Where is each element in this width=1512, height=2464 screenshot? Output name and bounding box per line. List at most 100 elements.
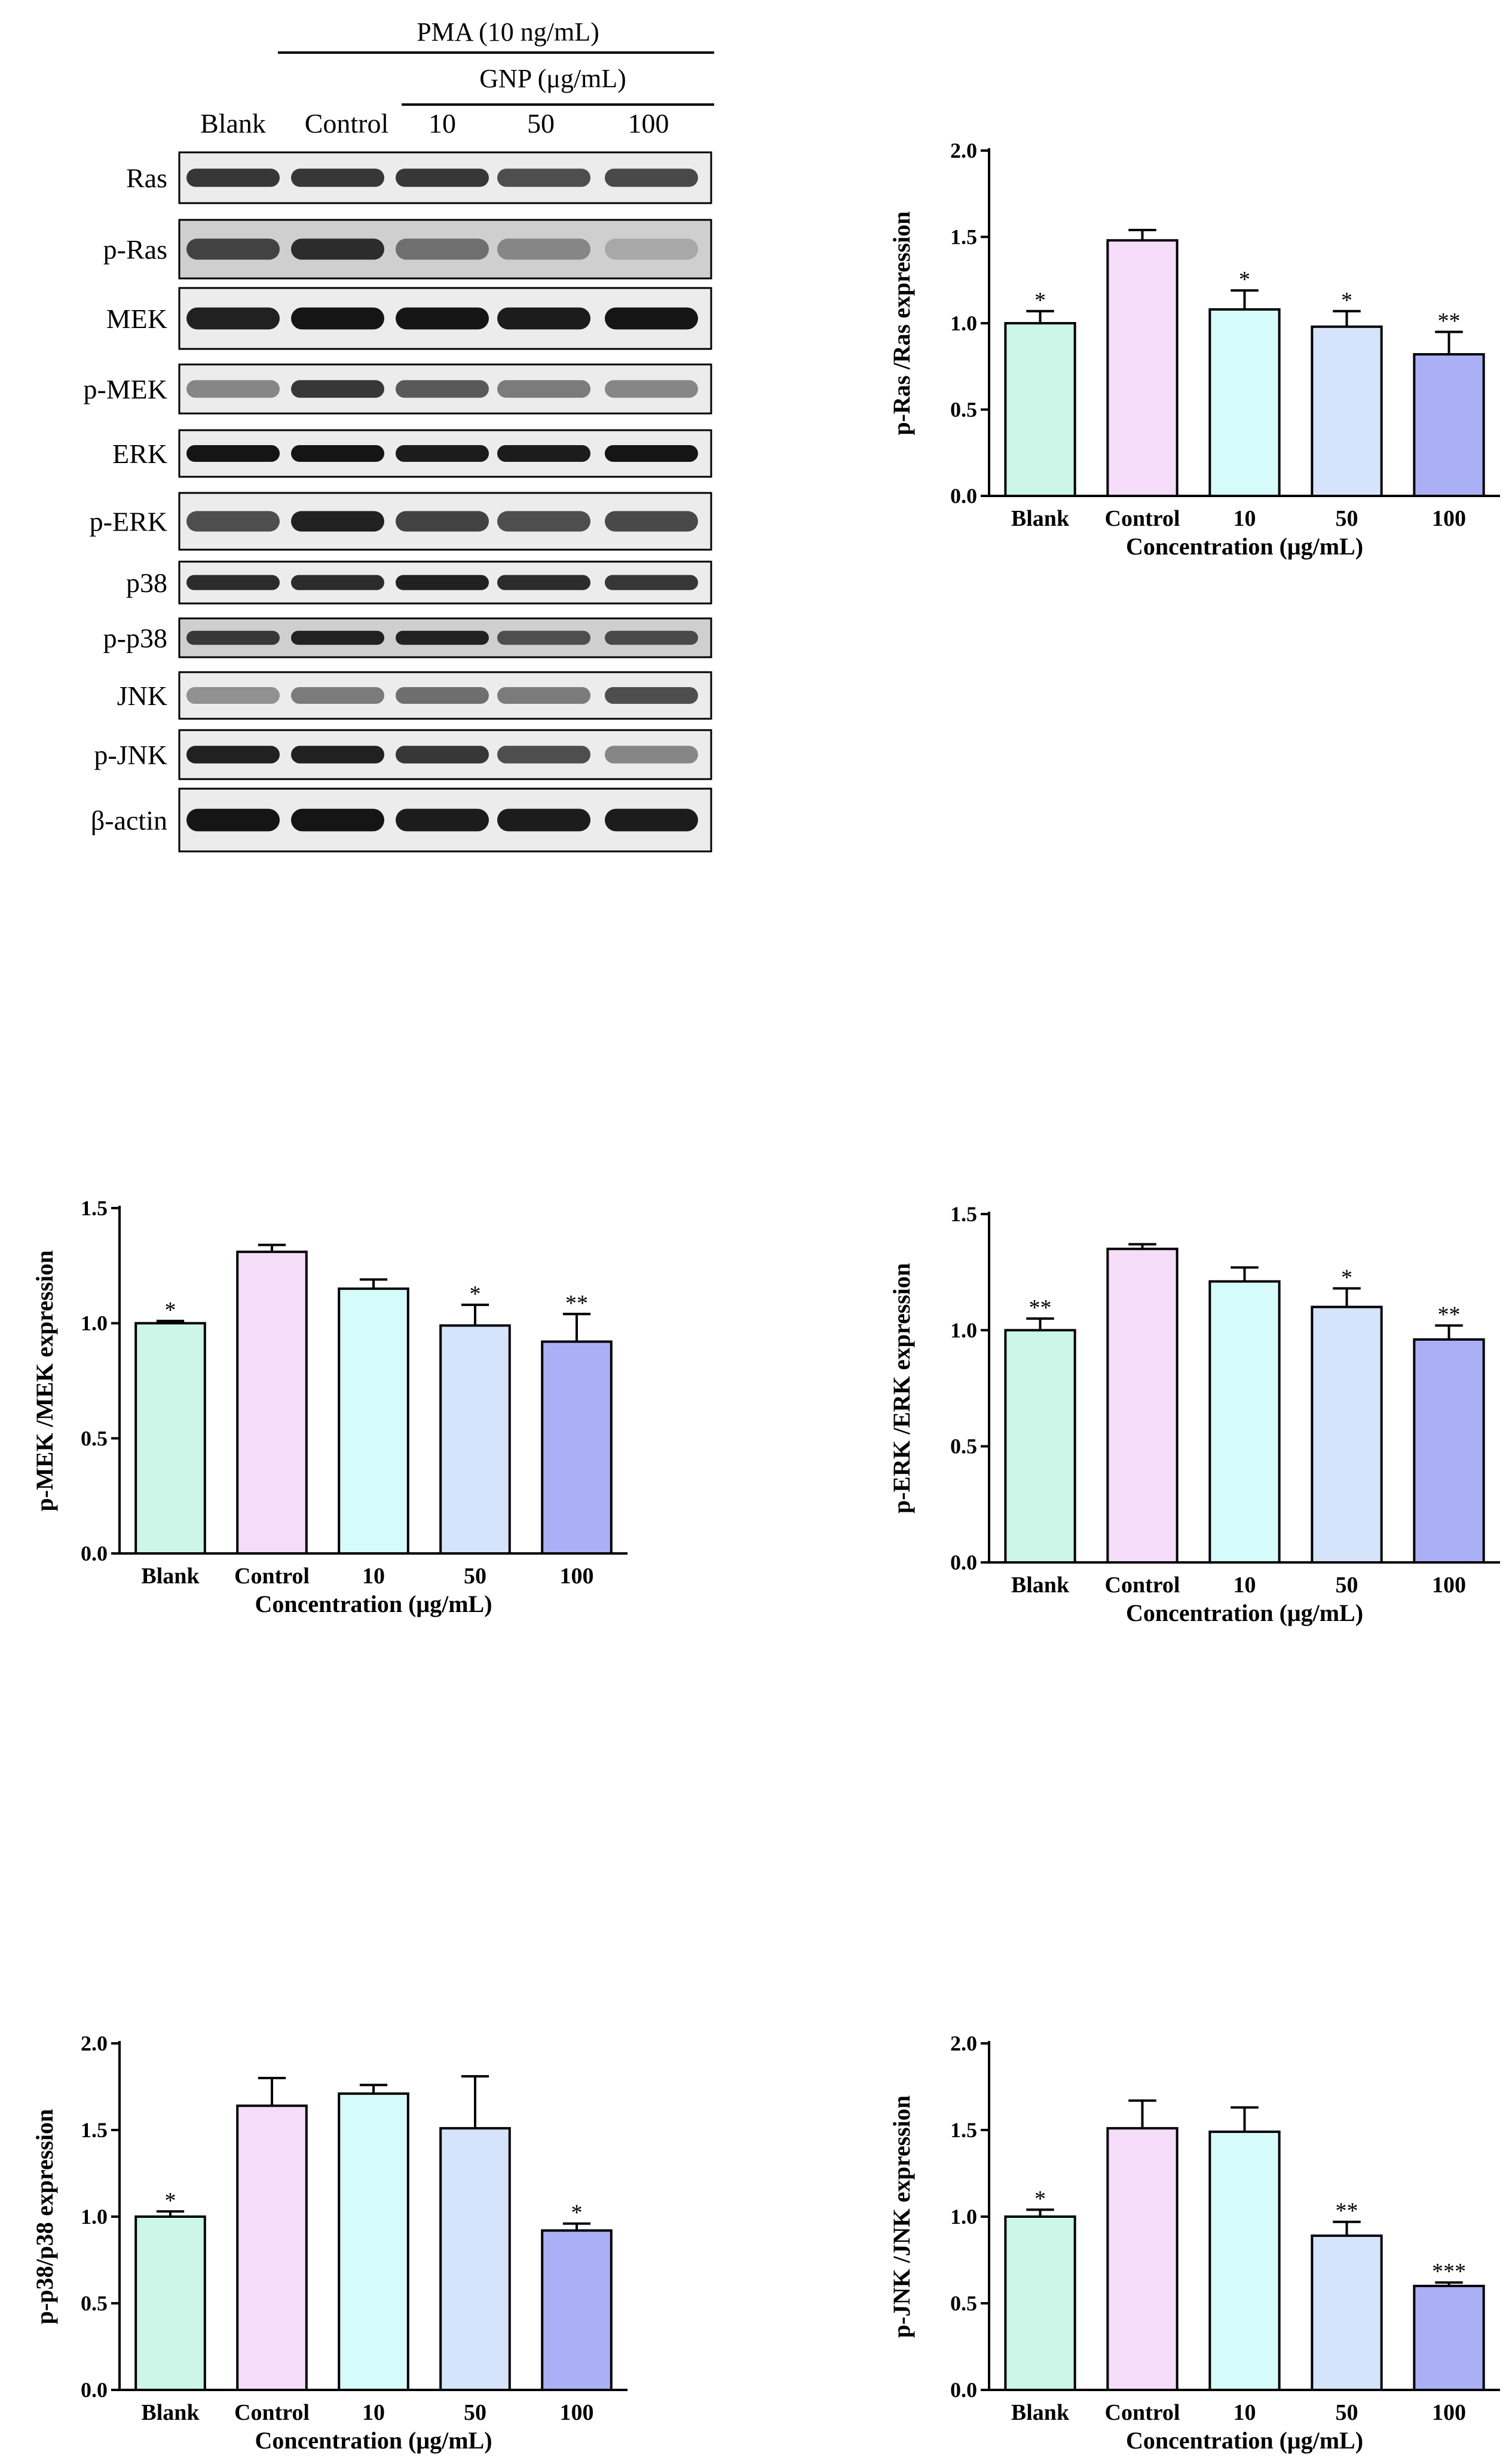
protein-label: p-ERK [90, 507, 167, 537]
band [396, 238, 489, 260]
band [497, 238, 590, 260]
bar-blank [1004, 2215, 1076, 2391]
significance-mark-100: ** [565, 1291, 588, 1316]
x-tick-label-50: 50 [1336, 1573, 1358, 1598]
y-tick-label: 1.5 [950, 1202, 977, 1226]
blot-row-p-ras: p-Ras [103, 219, 712, 280]
significance-mark-blank: * [1034, 2186, 1046, 2211]
bar-100 [1413, 353, 1485, 497]
x-tick-label-blank: Blank [141, 1564, 200, 1589]
band [396, 808, 489, 832]
band [497, 445, 590, 462]
band [396, 307, 489, 330]
band [396, 687, 489, 704]
band [396, 575, 489, 590]
band [291, 380, 384, 398]
band [396, 168, 489, 187]
bar-100 [541, 2229, 613, 2391]
band [291, 168, 384, 187]
band [605, 238, 698, 260]
band [497, 575, 590, 590]
western-blot-panel: PMA (10 ng/mL) GNP (μg/mL) Blank Control 1… [83, 17, 714, 853]
band [186, 307, 280, 330]
band [605, 808, 698, 832]
bar-control [236, 2104, 308, 2391]
lane-label-10: 10 [428, 108, 456, 139]
band [605, 575, 698, 590]
significance-mark-blank: * [165, 2188, 176, 2213]
protein-label: p-JNK [94, 740, 167, 770]
protein-label: p-p38 [103, 623, 167, 654]
bar-control [1106, 2127, 1179, 2391]
blot-row-mek: MEK [106, 287, 712, 350]
y-tick-label: 1.0 [950, 2205, 977, 2229]
band [396, 445, 489, 462]
lane-label-control: Control [305, 108, 389, 139]
bar-blank [1004, 1329, 1076, 1564]
band [605, 511, 698, 532]
y-tick-label: 2.0 [950, 139, 977, 163]
blot-row-p-jnk: p-JNK [94, 729, 712, 780]
x-tick-label-control: Control [234, 1564, 310, 1589]
y-tick-label: 0.5 [950, 398, 977, 422]
significance-mark-100: * [571, 2201, 583, 2226]
x-tick-label-50: 50 [464, 1564, 486, 1589]
band [291, 808, 384, 832]
y-axis-label: p-MEK /MEK expression [31, 1250, 58, 1511]
band [186, 238, 280, 260]
y-tick-label: 2.0 [81, 2031, 108, 2055]
significance-mark-50: * [1341, 288, 1352, 313]
y-tick-label: 0.5 [81, 2291, 108, 2315]
y-tick-label: 0.0 [81, 1541, 108, 1565]
blot-rows: Ras p-Ras MEK p-MEK ERK p-ERK p38 p-p38 JNK p-JNK… [83, 151, 712, 853]
protein-label: Ras [126, 163, 167, 194]
protein-label: JNK [117, 681, 167, 711]
protein-label: p38 [126, 568, 167, 598]
significance-mark-100: *** [1432, 2259, 1466, 2284]
band [605, 168, 698, 187]
y-tick-label: 1.5 [81, 1196, 108, 1220]
x-tick-label-50: 50 [464, 2400, 486, 2425]
band [497, 746, 590, 764]
y-axis-label: p-ERK /ERK expression [888, 1263, 915, 1513]
significance-mark-100: ** [1438, 308, 1461, 333]
x-tick-label-blank: Blank [1011, 2400, 1070, 2425]
significance-mark-50: * [470, 1282, 481, 1307]
blot-row-erk: ERK [112, 429, 712, 478]
bar-control [236, 1251, 308, 1555]
band [291, 575, 384, 590]
bar-10 [338, 2092, 409, 2391]
p-p38-p38-bar-chart: p-p38/p38 expression 0.0 0.5 1.0 1.5 2.0 * Blan… [31, 2031, 628, 2454]
band [291, 687, 384, 704]
band [497, 511, 590, 532]
x-tick-label-10: 10 [1234, 2400, 1256, 2425]
bar-10 [338, 1287, 409, 1555]
x-tick-label-control: Control [1105, 506, 1180, 531]
x-axis-label: Concentration (μg/mL) [1126, 1599, 1363, 1626]
band [605, 380, 698, 398]
lane-labels: Blank Control 10 50 100 [200, 108, 669, 139]
y-tick-label: 0.0 [950, 2378, 977, 2402]
band [605, 630, 698, 645]
band [497, 168, 590, 187]
bar-100 [1413, 2285, 1485, 2391]
band [291, 238, 384, 260]
p-mek-mek-bar-chart: p-MEK /MEK expression 0.0 0.5 1.0 1.5 * Blank C… [31, 1196, 628, 1617]
significance-mark-100: ** [1438, 1303, 1461, 1328]
x-tick-label-100: 100 [1432, 2400, 1466, 2425]
x-tick-label-10: 10 [1234, 506, 1256, 531]
bar-control [1106, 239, 1179, 497]
band [497, 630, 590, 645]
x-tick-label-100: 100 [1432, 506, 1466, 531]
significance-mark-50: ** [1336, 2199, 1358, 2224]
band [605, 307, 698, 330]
y-tick-label: 1.5 [950, 225, 977, 249]
x-tick-label-10: 10 [362, 2400, 385, 2425]
band [605, 746, 698, 764]
y-tick-label: 1.0 [950, 1318, 977, 1342]
lane-label-50: 50 [527, 108, 555, 139]
band [497, 687, 590, 704]
x-tick-label-100: 100 [560, 1564, 594, 1589]
x-axis-label: Concentration (μg/mL) [1126, 2427, 1363, 2454]
y-tick-label: 0.5 [81, 1426, 108, 1450]
